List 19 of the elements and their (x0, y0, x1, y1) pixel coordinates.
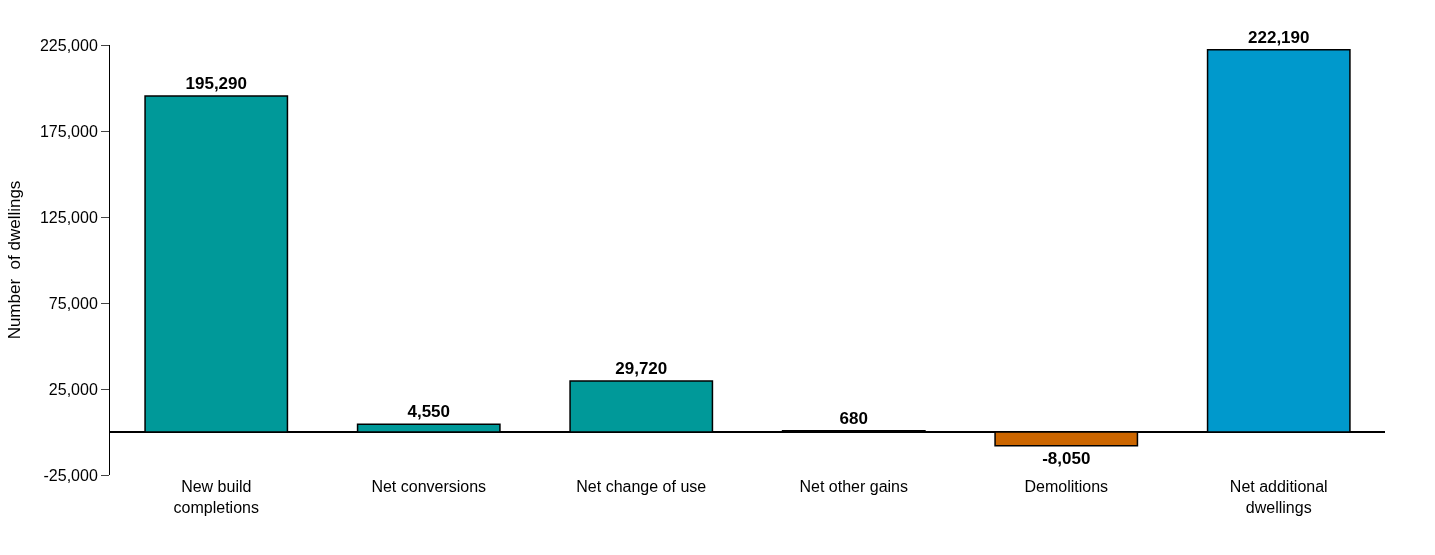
x-tick-label: New build completions (173, 478, 259, 516)
y-tick-label: -25,000 (43, 466, 98, 484)
y-tick-label: 225,000 (39, 36, 98, 54)
y-tick-label: 25,000 (48, 380, 98, 398)
y-tick-label: 75,000 (48, 294, 98, 312)
x-tick-label: Net conversions (371, 478, 487, 495)
x-tick-label: Net other gains (799, 478, 909, 495)
x-tick-label: Demolitions (1024, 478, 1109, 495)
data-label: -8,050 (1042, 448, 1091, 468)
y-tick-label: 125,000 (39, 208, 98, 226)
data-label: 222,190 (1248, 27, 1310, 47)
data-label: 680 (839, 408, 868, 428)
x-tick-label: Net additional dwellings (1229, 478, 1328, 516)
y-axis-title: Number of dwellings (4, 180, 24, 340)
data-label: 195,290 (185, 74, 247, 94)
data-label: 4,550 (407, 402, 451, 422)
y-tick-label: 175,000 (39, 122, 98, 140)
data-label: 29,720 (615, 358, 668, 378)
x-tick-label: Net change of use (576, 478, 707, 495)
